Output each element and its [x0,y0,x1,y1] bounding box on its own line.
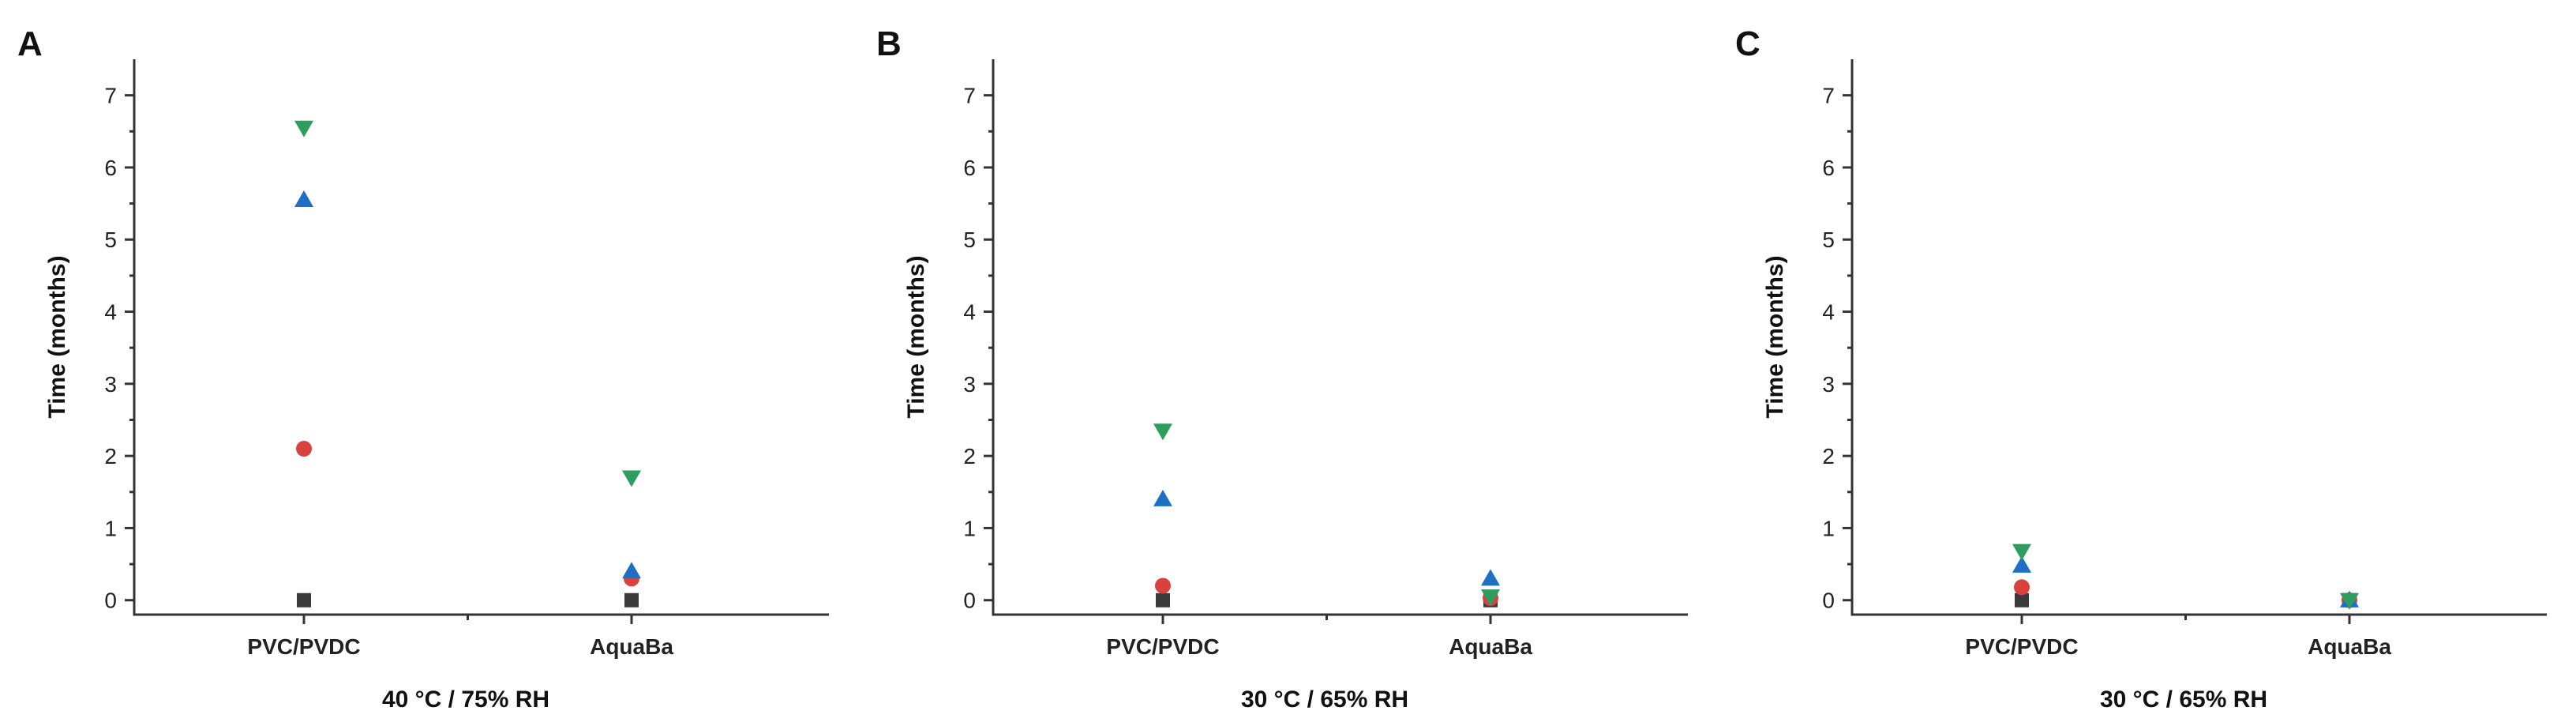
panel-letter: B [876,24,902,63]
y-tick-label: 2 [963,444,976,468]
x-axis-title: 30 °C / 65% RH [1241,687,1408,713]
panel-letter: C [1735,24,1760,63]
data-point-square [2015,592,2029,608]
y-axis-title: Time (months) [44,255,70,418]
chart-svg-a: A 0 1 2 3 4 5 6 7 PVC/PVDC AquaBa Time (months) 40 °… [17,24,829,713]
data-point-triangle-down [1481,589,1500,607]
axis-lines [992,59,1688,616]
x-axis-title: 30 °C / 65% RH [2100,687,2267,713]
axis-lines [133,59,829,616]
y-tick-label: 1 [1822,516,1835,540]
x-category-label: AquaBa [1449,634,1532,659]
y-tick-label: 4 [104,300,117,325]
y-tick-label: 2 [104,444,117,468]
chart-svg-b: B 0 1 2 3 4 5 6 7 PVC/PVDC AquaBa Time (months) 30 °… [876,24,1688,713]
y-tick-label: 7 [1822,84,1835,108]
x-category-label: PVC/PVDC [1965,634,2078,659]
panel-letter: A [17,24,43,63]
data-point-triangle-up [622,562,641,579]
data-point-triangle-up [1153,489,1172,506]
data-point-triangle-down [294,120,313,137]
data-point-triangle-down [2012,544,2031,561]
data-point-circle [2014,579,2030,596]
x-category-label: AquaBa [590,634,673,659]
data-point-square [624,592,639,608]
y-tick-label: 7 [104,84,117,108]
data-point-triangle-up [1481,569,1500,586]
y-tick-label: 6 [1822,156,1835,180]
chart-panel-c: C 0 1 2 3 4 5 6 7 PVC/PVDC AquaBa Time (months) 30 °… [1718,0,2576,726]
y-tick-label: 0 [963,589,976,613]
data-point-square [297,592,311,608]
data-point-triangle-up [2012,555,2031,573]
y-axis-title: Time (months) [1762,255,1788,418]
chart-svg-c: C 0 1 2 3 4 5 6 7 PVC/PVDC AquaBa Time (months) 30 °… [1735,24,2547,713]
chart-panel-a: A 0 1 2 3 4 5 6 7 PVC/PVDC AquaBa Time (months) 40 °… [0,0,859,726]
y-tick-label: 3 [963,372,976,397]
data-point-square [1156,592,1170,608]
y-tick-label: 5 [104,228,117,252]
y-tick-label: 7 [963,84,976,108]
y-tick-label: 6 [104,156,117,180]
data-point-circle [1155,577,1171,594]
y-tick-label: 4 [1822,300,1835,325]
y-tick-label: 0 [1822,589,1835,613]
x-axis-title: 40 °C / 75% RH [382,687,549,713]
axis-lines [1850,59,2547,616]
x-category-label: PVC/PVDC [1106,634,1219,659]
data-point-circle [296,441,312,457]
y-tick-label: 4 [963,300,976,325]
data-point-triangle-up [294,190,313,208]
y-tick-label: 3 [1822,372,1835,397]
data-point-triangle-down [622,470,641,487]
chart-panel-b: B 0 1 2 3 4 5 6 7 PVC/PVDC AquaBa Time (months) 30 °… [859,0,1718,726]
data-point-triangle-down [2340,592,2359,610]
y-tick-label: 3 [104,372,117,397]
x-category-label: AquaBa [2308,634,2391,659]
y-tick-label: 5 [1822,228,1835,252]
x-category-label: PVC/PVDC [247,634,360,659]
y-tick-label: 1 [963,516,976,540]
y-tick-label: 2 [1822,444,1835,468]
y-tick-label: 6 [963,156,976,180]
data-point-triangle-down [1153,423,1172,441]
y-tick-label: 0 [104,589,117,613]
y-axis-title: Time (months) [903,255,929,418]
y-tick-label: 5 [963,228,976,252]
y-tick-label: 1 [104,516,117,540]
